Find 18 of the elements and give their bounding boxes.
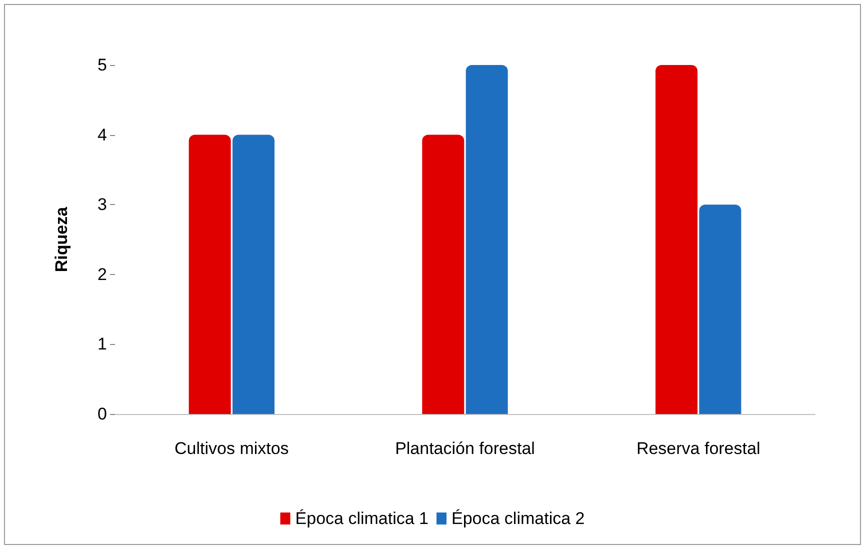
y-tick-label: 0	[98, 404, 107, 424]
legend-label: Época climatica 1	[295, 509, 429, 528]
y-tick-label: 4	[98, 125, 107, 144]
bar	[699, 204, 742, 414]
x-tick-label: Cultivos mixtos	[174, 439, 289, 458]
y-tick-label: 2	[98, 264, 107, 284]
bar	[232, 134, 275, 414]
y-axis-title: Riqueza	[52, 206, 71, 272]
bar	[188, 134, 231, 414]
x-tick-label: Reserva forestal	[636, 439, 760, 458]
bar	[422, 134, 464, 414]
y-tick-label: 5	[98, 56, 107, 74]
bar	[655, 65, 698, 414]
y-tick-label: 1	[98, 334, 107, 354]
legend-label: Época climatica 2	[452, 509, 585, 528]
bar	[466, 65, 508, 414]
x-tick-label: Plantación forestal	[395, 439, 535, 458]
y-tick-label: 3	[98, 195, 107, 214]
